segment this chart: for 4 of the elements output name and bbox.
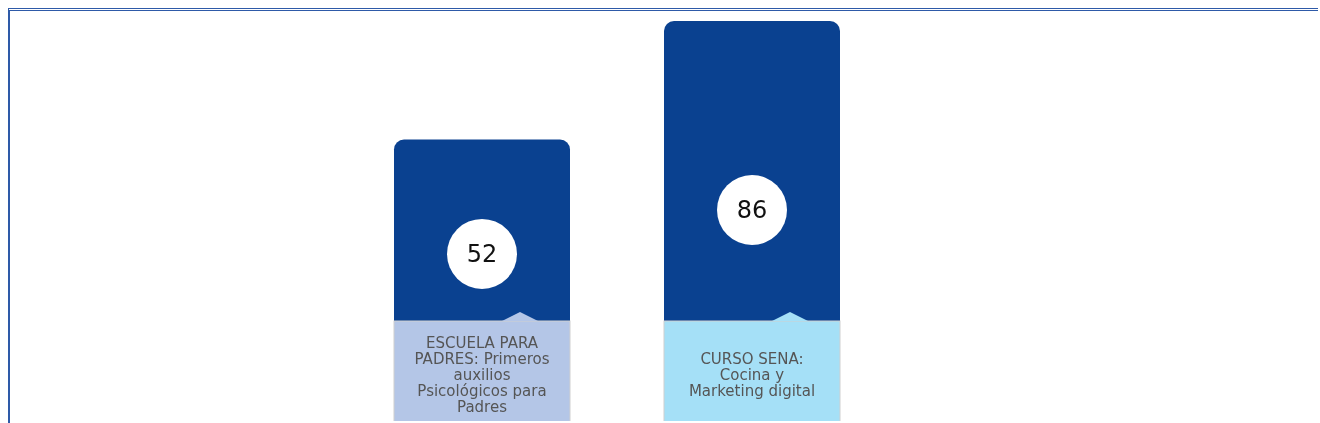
x-tick-label: ESCUELA PARA PADRES: Primeros auxilios Psicológicos para Padres	[413, 332, 551, 418]
x-tick-label: CURSO SENA: Cocina y Marketing digital	[687, 348, 817, 402]
data-label: 52	[466, 239, 498, 268]
data-label: 86	[736, 196, 768, 224]
